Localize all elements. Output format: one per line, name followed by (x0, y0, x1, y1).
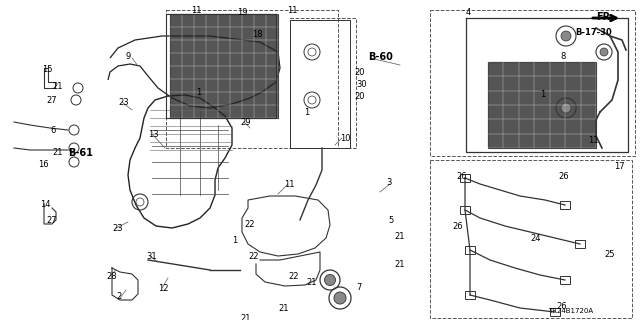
Bar (166, 10, 338, 148)
Text: 27: 27 (46, 216, 56, 225)
Text: 31: 31 (146, 252, 157, 261)
Text: 21: 21 (52, 148, 63, 157)
Text: 27: 27 (46, 96, 56, 105)
Text: 23: 23 (112, 224, 123, 233)
Text: 26: 26 (456, 172, 467, 181)
Text: 13: 13 (148, 130, 159, 139)
Text: 10: 10 (340, 134, 351, 143)
Text: 21: 21 (306, 278, 317, 287)
Bar (460, 206, 470, 214)
Text: 5: 5 (388, 216, 393, 225)
Text: 1: 1 (232, 236, 237, 245)
Bar (290, 18, 356, 148)
Text: B-61: B-61 (68, 148, 93, 158)
Bar (575, 240, 585, 248)
Text: 20: 20 (354, 68, 365, 77)
Text: 30: 30 (356, 80, 367, 89)
Text: 2: 2 (116, 292, 121, 301)
Text: 24: 24 (530, 234, 541, 243)
Text: 11: 11 (588, 136, 598, 145)
Circle shape (600, 48, 608, 56)
Text: 20: 20 (354, 92, 365, 101)
Text: 26: 26 (556, 302, 566, 311)
Text: 21: 21 (240, 314, 250, 320)
Text: 17: 17 (614, 162, 625, 171)
Text: TR24B1720A: TR24B1720A (548, 308, 593, 314)
Text: 3: 3 (386, 178, 392, 187)
Bar (465, 291, 475, 299)
Bar (488, 62, 596, 148)
Text: 6: 6 (50, 126, 56, 135)
Text: 1: 1 (540, 90, 545, 99)
Bar (460, 174, 470, 182)
Circle shape (561, 31, 571, 41)
Circle shape (334, 292, 346, 304)
Text: 29: 29 (240, 118, 250, 127)
Text: 16: 16 (38, 160, 49, 169)
Bar (560, 276, 570, 284)
Text: 19: 19 (237, 8, 247, 17)
Text: 26: 26 (558, 172, 568, 181)
Text: 25: 25 (604, 250, 614, 259)
Text: 9: 9 (125, 52, 131, 61)
Circle shape (561, 103, 571, 113)
Text: 15: 15 (42, 65, 52, 74)
Text: 21: 21 (394, 260, 404, 269)
Bar (560, 201, 570, 209)
Text: 26: 26 (452, 222, 463, 231)
Text: 4: 4 (465, 8, 470, 17)
Text: FR.: FR. (596, 12, 614, 22)
Text: 21: 21 (394, 232, 404, 241)
Circle shape (324, 275, 335, 285)
Text: 12: 12 (158, 284, 168, 293)
Text: 14: 14 (40, 200, 51, 209)
Text: 22: 22 (288, 272, 298, 281)
Text: 11: 11 (287, 6, 297, 15)
Text: B-60: B-60 (368, 52, 393, 62)
Text: B-17-30: B-17-30 (575, 28, 612, 37)
Text: 21: 21 (52, 82, 63, 91)
Text: 18: 18 (252, 30, 262, 39)
Text: 28: 28 (106, 272, 116, 281)
Text: 7: 7 (356, 283, 362, 292)
Text: 8: 8 (560, 52, 565, 61)
Text: 22: 22 (248, 252, 259, 261)
Text: 23: 23 (118, 98, 129, 107)
Bar (430, 160, 632, 318)
Text: 11: 11 (284, 180, 294, 189)
Bar (430, 10, 635, 156)
Text: 11: 11 (191, 6, 201, 15)
Text: 1: 1 (304, 108, 309, 117)
Bar (465, 246, 475, 254)
Text: 22: 22 (244, 220, 255, 229)
Bar (170, 14, 278, 118)
Text: 1: 1 (196, 88, 201, 97)
Bar (550, 308, 560, 316)
Text: 21: 21 (278, 304, 289, 313)
